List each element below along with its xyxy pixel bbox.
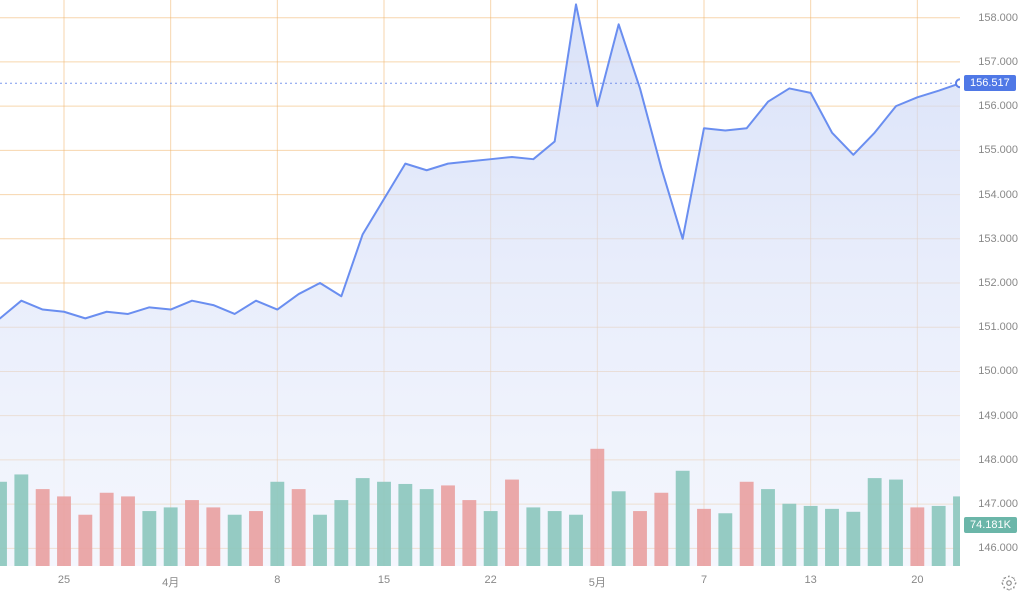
y-tick-label: 154.000 (978, 189, 1018, 201)
y-tick-label: 156.000 (978, 100, 1018, 112)
y-tick-label: 157.000 (978, 56, 1018, 68)
y-tick-label: 151.000 (978, 321, 1018, 333)
x-tick-label: 25 (58, 574, 70, 586)
gear-icon (1000, 574, 1018, 592)
x-tick-label: 22 (485, 574, 497, 586)
current-price-value: 156.517 (970, 77, 1010, 89)
current-volume-badge: 74.181K (964, 517, 1017, 533)
settings-button[interactable] (1000, 574, 1018, 592)
y-tick-label: 152.000 (978, 277, 1018, 289)
current-price-badge: 156.517 (964, 75, 1016, 91)
y-tick-label: 155.000 (978, 144, 1018, 156)
y-tick-label: 150.000 (978, 365, 1018, 377)
x-tick-label: 13 (805, 574, 817, 586)
x-tick-label: 4月 (162, 574, 179, 590)
x-tick-label: 7 (701, 574, 707, 586)
y-tick-label: 158.000 (978, 12, 1018, 24)
y-tick-label: 146.000 (978, 542, 1018, 554)
x-tick-label: 5月 (589, 574, 606, 590)
y-tick-label: 147.000 (978, 498, 1018, 510)
plot-area[interactable] (0, 0, 960, 566)
x-axis-labels: 25 4月 8 15 22 5月 7 13 20 (0, 568, 960, 596)
current-volume-value: 74.181K (970, 519, 1011, 531)
y-tick-label: 149.000 (978, 410, 1018, 422)
price-line-layer (0, 0, 960, 566)
x-tick-label: 15 (378, 574, 390, 586)
y-tick-label: 148.000 (978, 454, 1018, 466)
chart-container: 146.000 147.000 148.000 149.000 150.000 151.0… (0, 0, 1024, 596)
y-tick-label: 153.000 (978, 233, 1018, 245)
x-tick-label: 20 (911, 574, 923, 586)
x-tick-label: 8 (274, 574, 280, 586)
